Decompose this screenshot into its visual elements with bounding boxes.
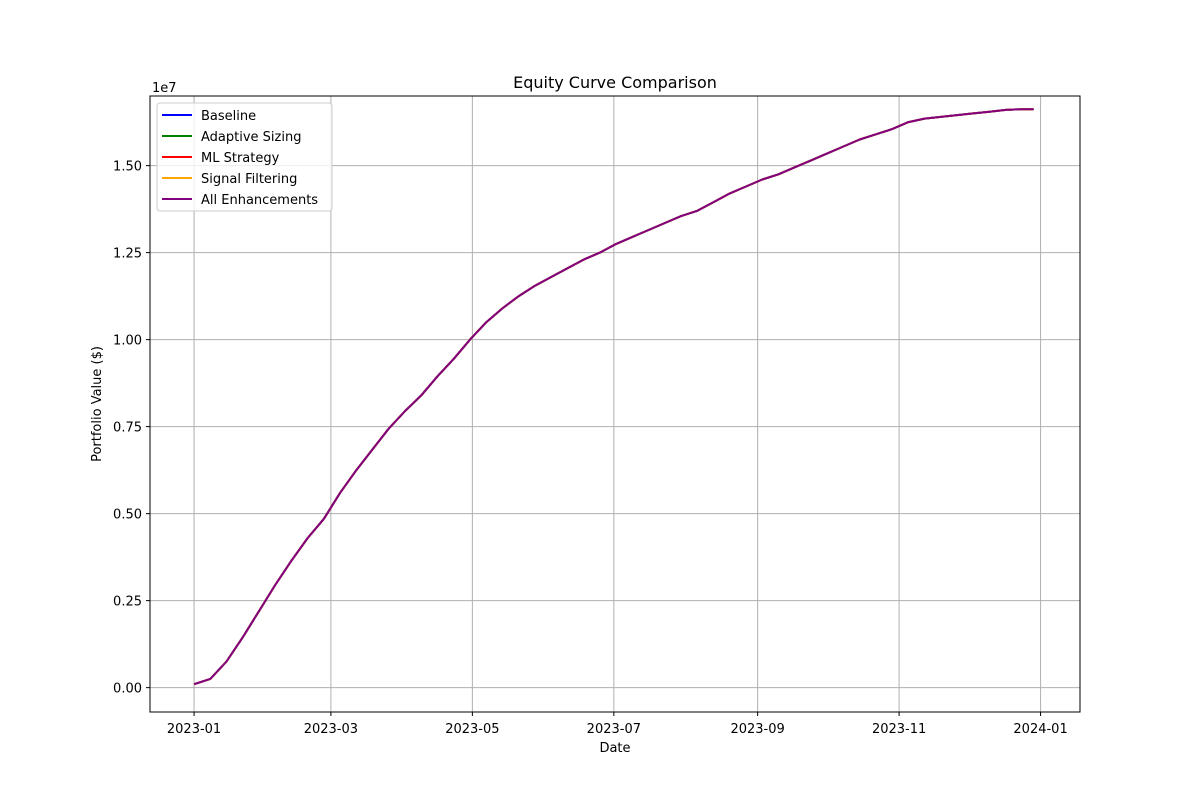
x-tick-label: 2023-01 <box>167 722 221 737</box>
x-axis-label: Date <box>599 741 630 756</box>
x-tick-label: 2024-01 <box>1013 722 1067 737</box>
y-offset-label: 1e7 <box>152 81 177 96</box>
plot-area-frame <box>149 95 1081 713</box>
y-axis-label: Portfolio Value ($) <box>90 346 105 462</box>
x-tick-label: 2023-09 <box>730 722 784 737</box>
y-tick-label: 0.25 <box>113 595 142 610</box>
legend: Baseline Adaptive Sizing ML Strategy Signal… <box>156 102 333 212</box>
x-tick-label: 2023-07 <box>587 722 641 737</box>
legend-frame <box>156 102 333 212</box>
series-lines <box>193 108 1034 686</box>
x-tick-label: 2023-03 <box>304 722 358 737</box>
y-tick-label: 1.00 <box>113 334 142 349</box>
y-axis: 0.00 0.25 0.50 0.75 1.00 1.25 1.50 <box>113 160 150 697</box>
legend-label-ml-strategy: ML Strategy <box>201 151 280 166</box>
series-line-all-enhancements <box>193 108 1034 686</box>
legend-label-all-enhancements: All Enhancements <box>201 193 318 208</box>
chart-title: Equity Curve Comparison <box>513 73 717 92</box>
legend-label-signal-filtering: Signal Filtering <box>201 172 297 187</box>
legend-label-baseline: Baseline <box>201 109 256 124</box>
y-tick-label: 0.75 <box>113 421 142 436</box>
y-tick-label: 0.00 <box>113 682 142 697</box>
y-tick-label: 0.50 <box>113 508 142 523</box>
x-tick-label: 2023-05 <box>445 722 499 737</box>
legend-label-adaptive-sizing: Adaptive Sizing <box>201 130 301 145</box>
y-tick-label: 1.50 <box>113 160 142 175</box>
x-tick-label: 2023-11 <box>872 722 926 737</box>
x-axis: 2023-01 2023-03 2023-05 2023-07 2023-09 2023-… <box>167 712 1068 737</box>
y-tick-label: 1.25 <box>113 247 142 262</box>
grid-lines <box>150 96 1080 712</box>
